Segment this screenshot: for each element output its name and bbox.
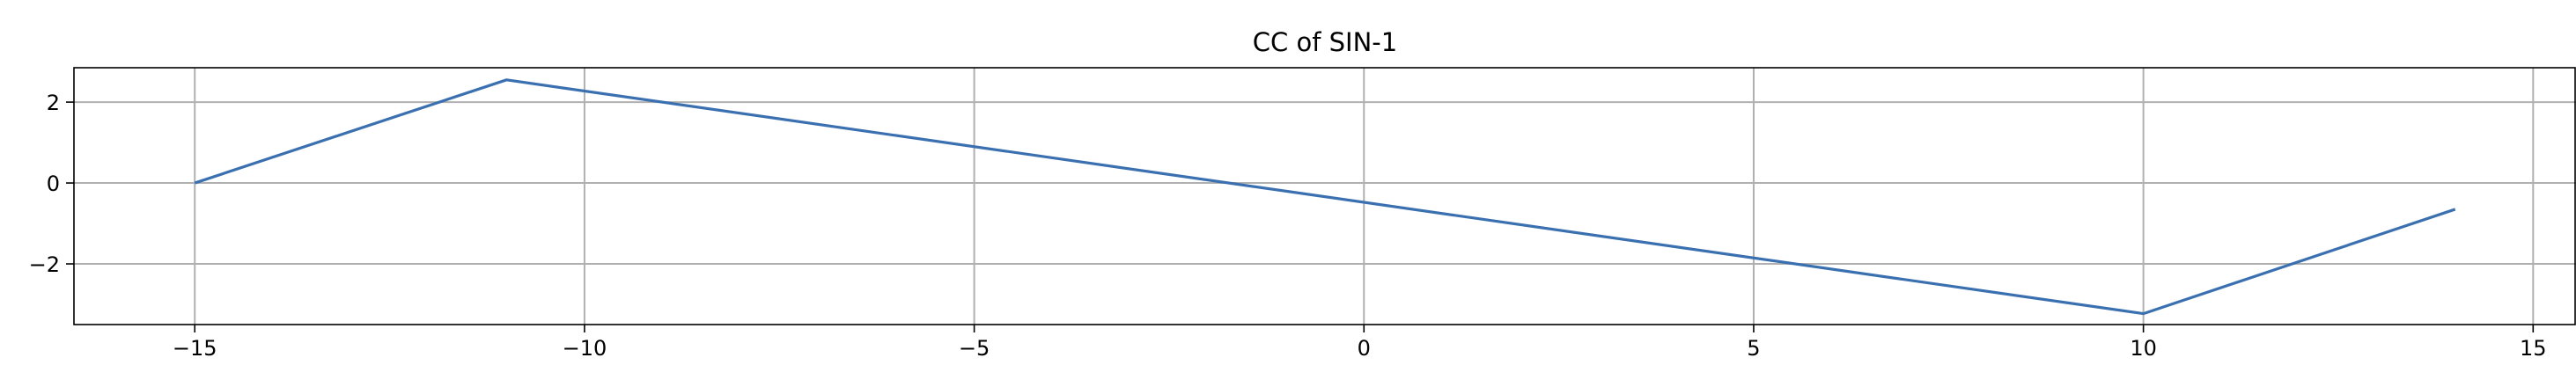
y-tick-label: 2 — [47, 91, 60, 115]
series-line — [194, 78, 2456, 316]
x-tick-label: −5 — [959, 336, 990, 361]
ticks — [66, 101, 2535, 332]
grid — [74, 68, 2576, 325]
x-tick-label: 10 — [2130, 336, 2157, 361]
tick-labels: −15 −10 −5 0 5 10 15 −2 0 2 — [29, 91, 2547, 361]
x-tick-label: −10 — [563, 336, 607, 361]
x-tick-label: −15 — [173, 336, 217, 361]
chart-title: CC of SIN-1 — [1253, 27, 1397, 57]
x-tick-label: 15 — [2520, 336, 2547, 361]
plot-frame — [73, 67, 2576, 325]
x-tick-label: 0 — [1358, 336, 1371, 361]
x-tick-label: 5 — [1747, 336, 1760, 361]
y-tick-label: 0 — [47, 172, 60, 196]
y-tick-label: −2 — [29, 252, 60, 277]
series — [194, 78, 2456, 316]
